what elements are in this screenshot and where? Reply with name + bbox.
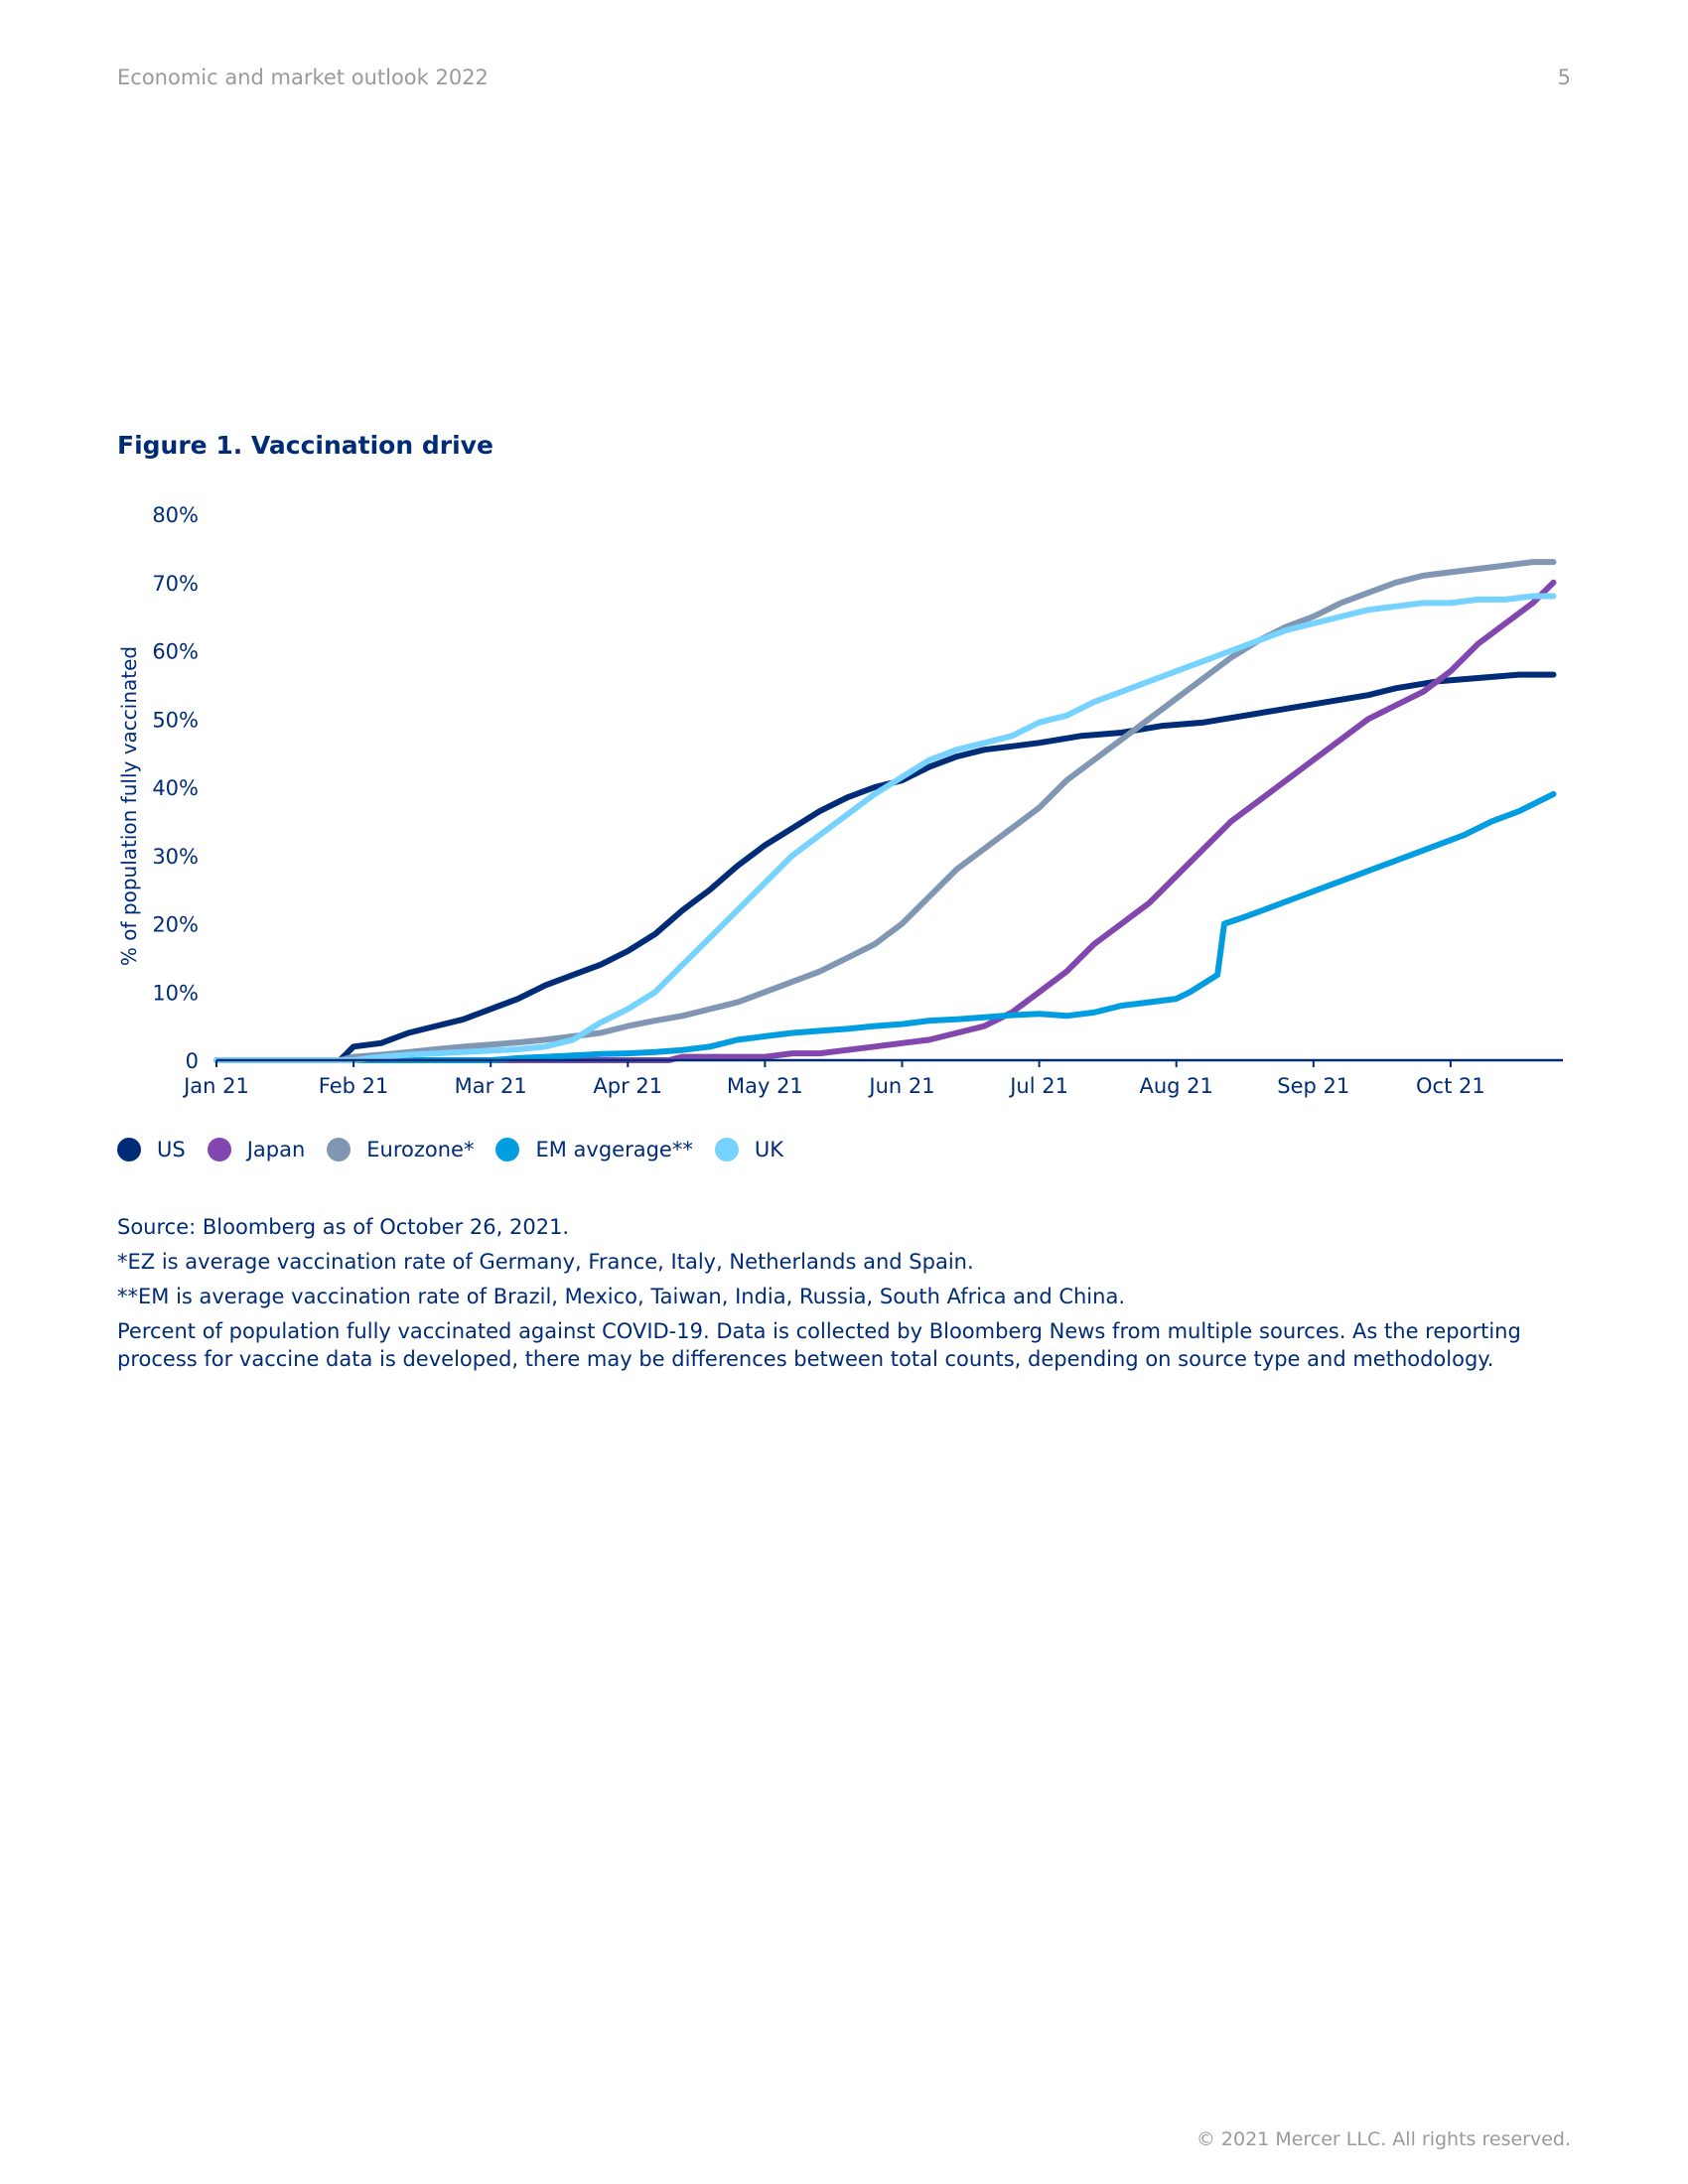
x-tick-label: Sep 21 [1277,1074,1349,1098]
chart-legend: US Japan Eurozone* EM avgerage** UK [117,1138,805,1161]
ez-note: *EZ is average vaccination rate of Germa… [117,1250,974,1274]
y-tick-label: 40% [152,776,199,800]
document-title: Economic and market outlook 2022 [117,66,489,89]
legend-label: EM avgerage** [535,1138,693,1161]
series-line-uk [213,593,1557,1063]
series-line-em-avgerage [213,790,1557,1063]
x-tick-label: Feb 21 [319,1074,389,1098]
legend-label: UK [754,1138,784,1161]
series-line-eurozone [213,559,1557,1063]
legend-swatch [495,1138,520,1161]
x-tick-label: Jun 21 [867,1074,934,1098]
series-line-japan [213,579,1557,1063]
legend-label: US [157,1138,186,1161]
legend-item: Eurozone* [327,1138,474,1161]
figure-title: Figure 1. Vaccination drive [117,431,493,460]
page-number: 5 [1557,66,1571,89]
y-tick-label: 20% [152,913,199,937]
y-tick-label: 60% [152,640,199,664]
legend-swatch [327,1138,352,1161]
x-tick-marks [215,1060,1452,1067]
em-note: **EM is average vaccination rate of Braz… [117,1285,1125,1308]
copyright: © 2021 Mercer LLC. All rights reserved. [1196,2128,1571,2150]
series-line-us [213,671,1557,1063]
legend-item: US [117,1138,186,1161]
vaccination-chart: % of population fully vaccinated 0 10% 20%… [117,503,1563,1098]
x-tick-label: Jul 21 [1008,1074,1068,1098]
legend-item: UK [714,1138,784,1161]
x-tick-label: Jan 21 [182,1074,249,1098]
x-tick-label: Apr 21 [593,1074,662,1098]
x-tick-label: May 21 [727,1074,803,1098]
y-tick-label: 0 [186,1049,199,1073]
source-note: Source: Bloomberg as of October 26, 2021… [117,1215,570,1239]
y-tick-label: 80% [152,503,199,527]
series-lines [213,559,1557,1063]
y-tick-label: 10% [152,981,199,1005]
legend-label: Eurozone* [366,1138,475,1161]
description-note: Percent of population fully vaccinated a… [117,1319,1521,1371]
y-tick-label: 30% [152,845,199,869]
x-tick-label: Mar 21 [455,1074,527,1098]
legend-swatch [207,1138,231,1161]
y-tick-labels: 0 10% 20% 30% 40% 50% 60% 70% 80% [152,503,199,1073]
x-tick-labels: Jan 21 Feb 21 Mar 21 Apr 21 May 21 Jun 21 Jul … [182,1074,1485,1098]
x-tick-label: Aug 21 [1139,1074,1212,1098]
legend-label: Japan [246,1138,306,1161]
legend-swatch [117,1138,141,1161]
y-tick-label: 50% [152,708,199,732]
figure-notes: Source: Bloomberg as of October 26, 2021… [117,1213,1547,1380]
legend-item: EM avgerage** [495,1138,693,1161]
y-axis-label: % of population fully vaccinated [117,646,141,966]
legend-swatch [714,1138,739,1161]
legend-item: Japan [207,1138,306,1161]
y-tick-label: 70% [152,572,199,596]
x-tick-label: Oct 21 [1416,1074,1485,1098]
